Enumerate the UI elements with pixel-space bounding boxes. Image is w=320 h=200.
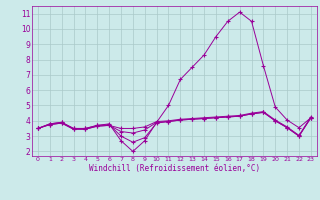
X-axis label: Windchill (Refroidissement éolien,°C): Windchill (Refroidissement éolien,°C) <box>89 164 260 173</box>
